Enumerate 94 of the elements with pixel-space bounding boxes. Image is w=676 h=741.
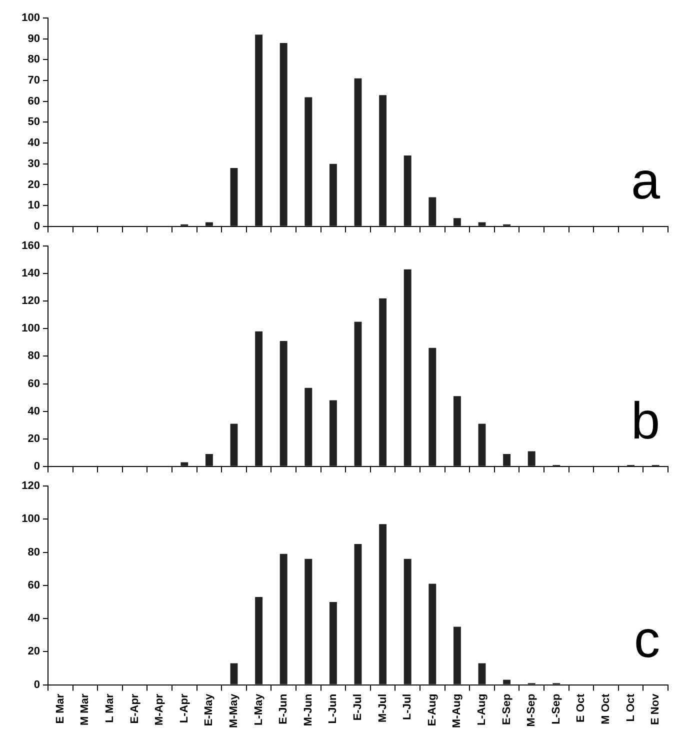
bar (503, 454, 511, 466)
y-tick-label: 0 (34, 220, 40, 232)
x-tick-label: L Mar (104, 693, 116, 723)
y-tick-label: 30 (28, 158, 40, 170)
bar (379, 298, 387, 466)
y-tick-label: 80 (28, 350, 40, 362)
y-tick-label: 20 (28, 178, 40, 191)
bar (230, 663, 238, 684)
x-tick-label: M-Apr (154, 693, 166, 726)
bar (478, 663, 486, 684)
bar (354, 322, 362, 466)
x-tick-label: E Oct (575, 693, 588, 723)
bar (404, 269, 412, 466)
x-tick-label: M Mar (79, 693, 92, 726)
bar (428, 348, 436, 466)
x-tick-label: E-Sep (500, 694, 513, 725)
y-tick-label: 120 (22, 480, 40, 492)
bar (428, 197, 436, 226)
y-tick-label: 120 (22, 295, 40, 308)
y-tick-label: 90 (28, 32, 40, 45)
y-tick-label: 60 (28, 378, 40, 390)
x-tick-label: L-Jun (327, 694, 340, 724)
bar (304, 97, 312, 226)
bar (379, 95, 387, 226)
x-tick-label: L-Sep (550, 694, 562, 724)
bar (280, 43, 288, 226)
bar (304, 388, 312, 466)
bar (205, 454, 213, 466)
y-tick-label: 0 (34, 460, 40, 472)
x-tick-label: M-Aug (451, 694, 464, 728)
bar (230, 424, 238, 466)
y-tick-label: 70 (28, 74, 40, 87)
bar (255, 596, 263, 684)
y-tick-label: 40 (28, 137, 40, 150)
bar (478, 424, 486, 466)
y-tick-label: 160 (22, 240, 40, 252)
bar (379, 524, 387, 684)
x-tick-label: E-Jul (352, 694, 364, 721)
y-tick-label: 100 (22, 513, 40, 526)
y-tick-label: 40 (28, 405, 40, 418)
y-tick-label: 20 (28, 646, 40, 658)
annotation: b (631, 392, 660, 450)
bar (354, 544, 362, 684)
bar (205, 222, 213, 226)
x-tick-label: E-Apr (128, 693, 141, 724)
x-tick-label: E Nov (650, 692, 662, 725)
y-tick-label: 80 (28, 54, 40, 66)
x-tick-label: M-Jun (302, 694, 314, 726)
x-tick-label: M-May (228, 692, 240, 728)
bar (404, 558, 412, 684)
x-tick-label: M-Sep (526, 693, 538, 727)
x-tick-label: L-Jul (402, 694, 414, 720)
y-tick-label: 140 (22, 268, 40, 280)
x-tick-label: L-Aug (476, 694, 488, 726)
annotation: a (631, 152, 660, 210)
x-tick-label: E-May (203, 692, 216, 726)
x-tick-label: E Mar (54, 693, 66, 724)
y-tick-label: 0 (34, 678, 40, 691)
bar (255, 331, 263, 466)
y-tick-label: 60 (28, 579, 40, 592)
annotation: c (634, 610, 660, 669)
x-tick-label: E-Aug (426, 694, 438, 726)
y-tick-label: 100 (22, 322, 40, 335)
bar (503, 680, 511, 684)
bar (453, 626, 461, 684)
bar (354, 78, 362, 226)
bar (180, 462, 188, 466)
x-tick-label: L-Apr (178, 693, 190, 724)
y-tick-label: 100 (22, 12, 40, 24)
y-tick-label: 50 (28, 116, 40, 128)
bar (453, 218, 461, 226)
bar (428, 584, 436, 684)
bar (329, 602, 337, 684)
x-tick-label: E-Jun (278, 694, 290, 724)
y-tick-label: 20 (28, 432, 40, 445)
bar (528, 451, 536, 466)
y-tick-label: 10 (28, 200, 40, 212)
bar (280, 341, 288, 466)
x-tick-label: M-Jul (376, 694, 389, 723)
bar (453, 396, 461, 466)
bar (230, 168, 238, 226)
y-tick-label: 60 (28, 95, 40, 108)
bar (329, 400, 337, 466)
bar (280, 554, 288, 684)
bar (329, 164, 337, 226)
y-tick-label: 80 (28, 546, 40, 558)
x-tick-label: M Oct (600, 693, 612, 724)
x-tick-label: L-May (252, 692, 265, 726)
y-tick-label: 40 (28, 612, 40, 625)
bar (404, 156, 412, 226)
bar (478, 222, 486, 226)
bar (255, 34, 263, 226)
x-tick-label: L Oct (624, 693, 637, 722)
bar (304, 558, 312, 684)
